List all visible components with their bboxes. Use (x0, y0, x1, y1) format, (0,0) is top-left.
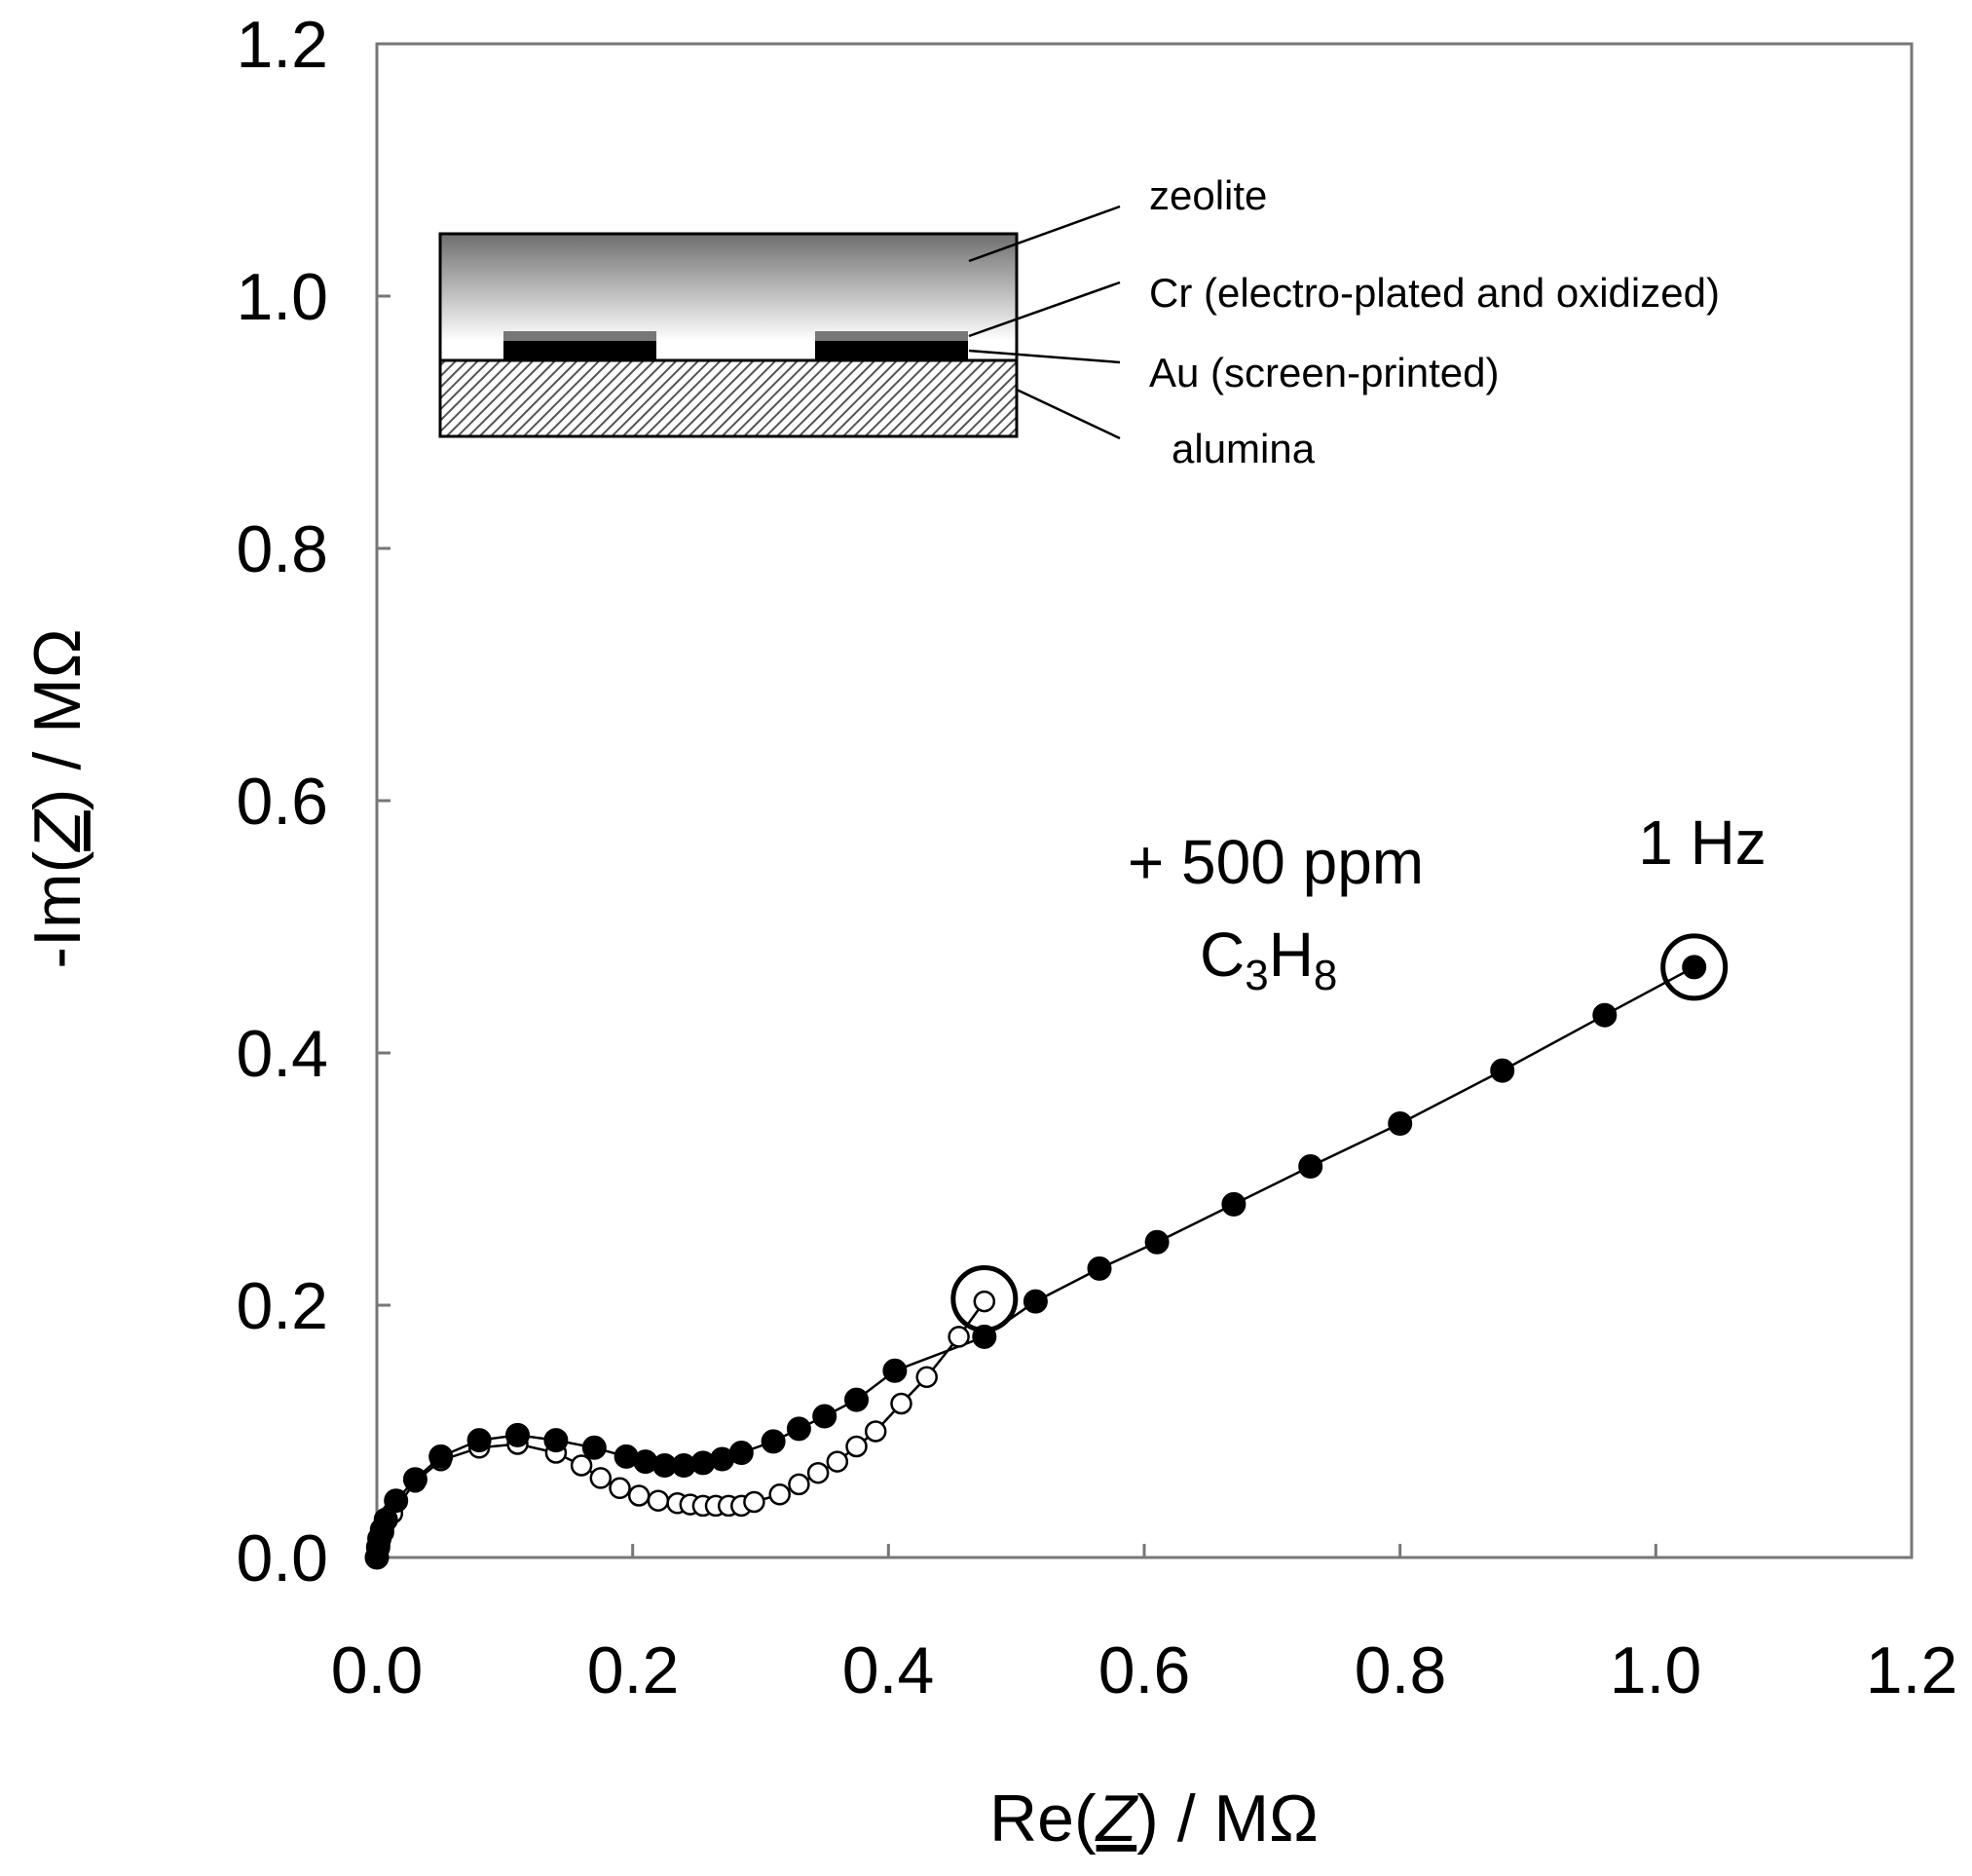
open-data-point (570, 1454, 593, 1477)
series-line-open (375, 1300, 986, 1558)
y-tick-label: 0.4 (236, 1017, 328, 1091)
y-tick-labels: 0.0 0.2 0.4 0.6 0.8 1.0 1.2 (236, 8, 328, 1595)
filled-data-point (581, 1435, 607, 1460)
au-electrode-left (503, 341, 656, 360)
series-markers (364, 955, 1707, 1570)
x-tick-label: 0.4 (842, 1633, 935, 1707)
open-data-point (845, 1435, 868, 1458)
open-data-point (768, 1483, 791, 1506)
open-data-point (806, 1461, 830, 1484)
filled-data-point (543, 1428, 569, 1453)
open-data-point (627, 1484, 651, 1507)
frequency-annotation: 1 Hz (1638, 807, 1767, 878)
axis-ticks (375, 42, 1914, 1559)
highlight-ring (950, 1265, 1019, 1332)
alumina-layer (438, 358, 1019, 438)
filled-data-point (1144, 1229, 1170, 1255)
y-tick-label: 0.6 (236, 765, 328, 839)
x-tick-label: 0.6 (1098, 1633, 1191, 1707)
au-label: Au (screen-printed) (1149, 350, 1499, 395)
alumina-label: alumina (1172, 426, 1316, 471)
filled-data-point (505, 1422, 530, 1447)
x-tick-label: 0.8 (1355, 1633, 1447, 1707)
cr-label: Cr (electro-plated and oxidized) (1149, 270, 1720, 316)
open-data-point (647, 1489, 670, 1512)
inset-diagram: zeolite Cr (electro-plated and oxidized)… (438, 172, 1720, 471)
open-data-point (890, 1392, 912, 1415)
zeolite-label: zeolite (1149, 172, 1267, 218)
alumina-leader (1016, 388, 1121, 440)
filled-data-point (428, 1444, 454, 1469)
cr-layer-right (815, 331, 968, 341)
open-data-point (609, 1477, 631, 1500)
filled-data-point (1592, 1002, 1618, 1028)
filled-data-point (1087, 1256, 1112, 1281)
filled-data-point (812, 1404, 837, 1429)
open-data-point (864, 1420, 887, 1443)
open-data-point (915, 1366, 938, 1389)
gas-annotation-line1: + 500 ppm (1128, 827, 1424, 897)
filled-data-point (1221, 1191, 1246, 1217)
open-data-point (788, 1473, 810, 1496)
filled-data-point (466, 1428, 492, 1453)
y-tick-label: 0.8 (236, 512, 328, 586)
open-data-point (743, 1490, 765, 1514)
filled-data-point (1023, 1289, 1048, 1314)
x-axis-title: Re(Z) / MΩ (989, 1782, 1319, 1856)
x-tick-labels: 0.0 0.2 0.4 0.6 0.8 1.0 1.2 (331, 1633, 1958, 1707)
x-tick-label: 0.2 (587, 1633, 680, 1707)
filled-data-point (844, 1387, 869, 1412)
zeolite-leader (968, 205, 1121, 263)
gas-annotation-line2: C3H8 (1200, 919, 1337, 999)
filled-data-point (1490, 1058, 1515, 1083)
filled-data-point (373, 1507, 398, 1532)
x-tick-label: 1.0 (1610, 1633, 1702, 1707)
y-tick-label: 0.2 (236, 1269, 328, 1343)
filled-data-point (402, 1467, 428, 1492)
y-tick-label: 0.0 (236, 1521, 328, 1595)
x-tick-label: 1.2 (1866, 1633, 1958, 1707)
open-data-point (973, 1290, 996, 1313)
filled-data-point (1298, 1154, 1323, 1179)
filled-data-point (786, 1416, 811, 1442)
au-electrode-right (815, 341, 968, 360)
filled-data-point (384, 1488, 409, 1514)
au-leader (968, 349, 1121, 364)
highlight-rings (950, 933, 1729, 1332)
filled-data-point (728, 1441, 754, 1465)
filled-data-point (1388, 1111, 1413, 1136)
x-tick-label: 0.0 (331, 1633, 424, 1707)
open-data-point (948, 1326, 970, 1348)
y-axis-title: -Im(Z) / MΩ (20, 628, 94, 968)
cr-layer-left (503, 331, 656, 341)
filled-data-point (761, 1429, 786, 1454)
filled-data-point (882, 1358, 908, 1383)
open-data-point (826, 1450, 849, 1473)
y-tick-label: 1.2 (236, 8, 328, 82)
cr-leader (968, 281, 1121, 338)
open-data-point (589, 1467, 613, 1489)
highlight-ring (1660, 933, 1729, 1001)
y-tick-label: 1.0 (236, 260, 328, 334)
filled-data-point (1682, 955, 1707, 980)
